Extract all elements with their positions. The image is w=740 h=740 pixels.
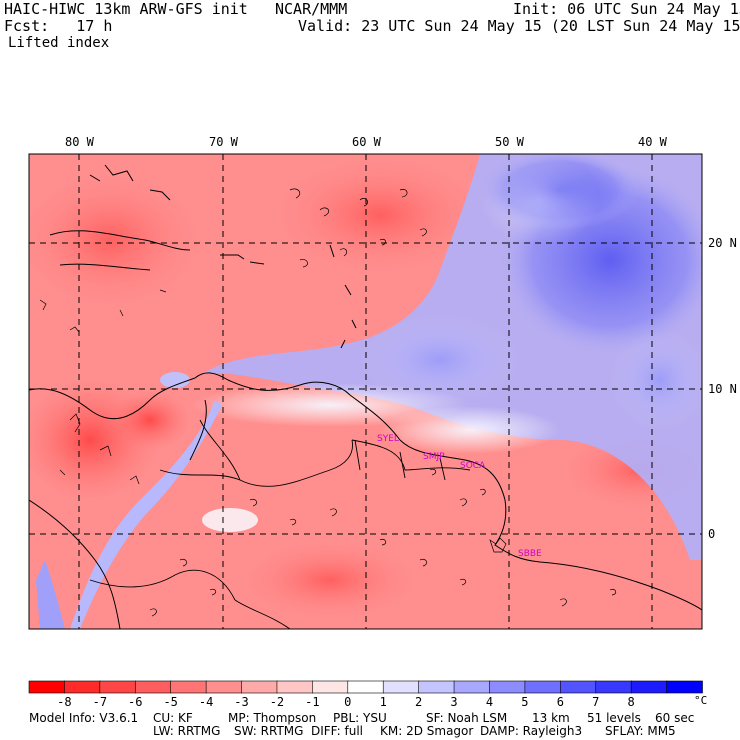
colorbar-swatch <box>241 680 278 694</box>
footer-mp: MP: Thompson <box>228 711 317 725</box>
lon-label: 50 W <box>495 135 524 149</box>
colorbar-swatch <box>524 680 562 694</box>
footer-sw: SW: RRTMG <box>234 724 304 738</box>
lon-label: 70 W <box>209 135 238 149</box>
colorbar-tick-label: 0 <box>344 695 352 709</box>
colorbar-tick-label: 2 <box>415 695 423 709</box>
footer-sflay: SFLAY: MM5 <box>605 724 676 738</box>
lon-label: 80 W <box>65 135 94 149</box>
colorbar-tick-label: -5 <box>163 695 178 709</box>
colorbar-swatch <box>595 680 632 694</box>
colorbar-tick-label: 5 <box>521 695 529 709</box>
colorbar-swatch <box>276 680 314 694</box>
colorbar-tick-label: 1 <box>379 695 387 709</box>
colorbar-swatch <box>489 680 526 694</box>
colorbar-swatch <box>64 680 101 694</box>
map-field: SYEL SMJP SOCA SBBE <box>29 154 702 629</box>
colorbar-swatch <box>560 680 597 694</box>
colorbar-swatch <box>28 680 66 694</box>
footer-levels: 51 levels <box>587 711 641 725</box>
station-label: SMJP <box>423 452 445 462</box>
lat-label: 0 <box>708 527 716 541</box>
footer-pbl: PBL: YSU <box>333 711 387 725</box>
footer-sf: SF: Noah LSM <box>426 711 508 725</box>
colorbar-tick-label: -1 <box>305 695 320 709</box>
footer-damp: DAMP: Rayleigh3 <box>480 724 583 738</box>
colorbar-swatch <box>453 680 491 694</box>
colorbar-swatch <box>347 680 385 694</box>
colorbar <box>28 680 703 694</box>
colorbar-swatch <box>382 680 420 694</box>
station-label: SYEL <box>377 434 399 444</box>
lat-label: 20 N <box>708 236 737 250</box>
lat-lon-grid <box>29 154 702 629</box>
colorbar-swatch <box>312 680 349 694</box>
colorbar-unit: °C <box>694 694 708 707</box>
andes-streak <box>70 400 222 629</box>
station-label: SOCA <box>460 461 486 471</box>
colorbar-swatch <box>134 680 172 694</box>
colorbar-swatch <box>170 680 207 694</box>
footer-diff: DIFF: full <box>311 724 364 738</box>
colorbar-tick-label: 7 <box>592 695 600 709</box>
station-label: SBBE <box>518 549 542 559</box>
contour-lines <box>39 188 617 617</box>
colorbar-tick-label: -2 <box>269 695 285 709</box>
colorbar-tick-label: 3 <box>450 695 458 709</box>
colorbar-tick-label: -4 <box>198 695 214 709</box>
field-name: Lifted index <box>8 35 110 51</box>
footer-model-info: Model Info: V3.6.1 <box>29 711 139 725</box>
init-time: Init: 06 UTC Sun 24 May 15 <box>513 0 740 18</box>
colorbar-swatch <box>99 680 137 694</box>
model-title: HAIC-HIWC 13km ARW-GFS init <box>4 0 248 18</box>
footer-resolution: 13 km <box>532 711 570 725</box>
footer-cu: CU: KF <box>153 711 193 725</box>
colorbar-tick-label: -3 <box>234 695 249 709</box>
colorbar-swatch <box>418 680 455 694</box>
country-borders <box>89 419 471 629</box>
colorbar-tick-label: 6 <box>556 695 564 709</box>
lon-label: 40 W <box>638 135 667 149</box>
valid-time: Valid: 23 UTC Sun 24 May 15 (20 LST Sun … <box>298 17 740 35</box>
footer-timestep: 60 sec <box>655 711 695 725</box>
lon-label: 60 W <box>352 135 381 149</box>
forecast-hour: Fcst: 17 h <box>4 17 113 35</box>
lat-label: 10 N <box>708 382 737 396</box>
colorbar-swatch <box>205 680 243 694</box>
colorbar-tick-label: -6 <box>128 695 143 709</box>
colorbar-tick-label: 4 <box>485 695 494 709</box>
colorbar-tick-label: -8 <box>57 695 72 709</box>
organization-label: NCAR/MMM <box>275 0 348 18</box>
map-frame <box>28 153 703 630</box>
colorbar-swatch <box>666 680 703 694</box>
colorbar-swatch <box>630 680 668 694</box>
footer-km: KM: 2D Smagor <box>380 724 474 738</box>
colorbar-tick-label: 8 <box>627 695 635 709</box>
colorbar-tick-label: -7 <box>92 695 108 709</box>
footer-lw: LW: RRTMG <box>153 724 221 738</box>
